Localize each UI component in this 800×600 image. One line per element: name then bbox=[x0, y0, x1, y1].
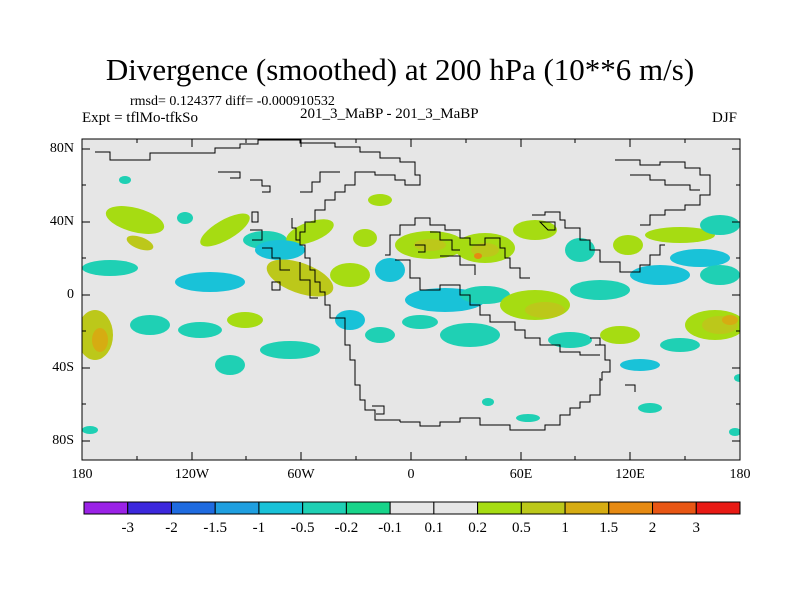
lon-tick-label: 120E bbox=[615, 467, 645, 482]
lon-tick-label: 60W bbox=[287, 467, 315, 482]
subtitle-label: 201_3_MaBP - 201_3_MaBP bbox=[300, 106, 479, 122]
continent-outlines bbox=[95, 139, 711, 431]
lon-tick-label: 60E bbox=[509, 467, 533, 482]
lat-tick-label: 0 bbox=[67, 287, 74, 302]
colorbar-box bbox=[258, 501, 304, 515]
season-label: DJF bbox=[712, 110, 738, 126]
colorbar-box bbox=[608, 501, 654, 515]
colorbar-label: -2 bbox=[165, 520, 178, 536]
lon-tick-label: 0 bbox=[407, 467, 415, 482]
colorbar-box bbox=[477, 501, 522, 515]
colorbar-box bbox=[433, 501, 479, 515]
colorbar-label: -3 bbox=[121, 520, 134, 536]
colorbar-box bbox=[652, 501, 697, 515]
colorbar-box bbox=[695, 501, 741, 515]
lat-tick-label: 40S bbox=[52, 360, 74, 375]
colorbar bbox=[83, 501, 741, 515]
colorbar-label: 3 bbox=[692, 520, 701, 536]
lat-tick-label: 40N bbox=[49, 214, 74, 229]
colorbar-box bbox=[564, 501, 610, 515]
colorbar-box bbox=[520, 501, 566, 515]
plot-title: Divergence (smoothed) at 200 hPa (10**6 … bbox=[105, 52, 695, 87]
colorbar-label: 2 bbox=[648, 520, 657, 536]
colorbar-box bbox=[389, 501, 435, 515]
colorbar-label: -0.2 bbox=[334, 520, 359, 536]
colorbar-box bbox=[214, 501, 260, 515]
lat-tick-label: 80S bbox=[52, 433, 74, 448]
lat-tick-label: 80N bbox=[49, 141, 74, 156]
colorbar-label: -0.5 bbox=[290, 520, 315, 536]
colorbar-box bbox=[170, 501, 216, 515]
colorbar-box bbox=[83, 501, 129, 515]
colorbar-box bbox=[302, 501, 347, 515]
lon-tick-label: 180 bbox=[729, 467, 751, 482]
colorbar-box bbox=[127, 501, 172, 515]
colorbar-label: 1.5 bbox=[599, 520, 619, 536]
colorbar-label: -0.1 bbox=[378, 520, 402, 536]
experiment-label: Expt = tflMo-tfkSo bbox=[82, 110, 198, 126]
lon-tick-label: 120W bbox=[174, 467, 210, 482]
stats-label: rmsd= 0.124377 diff= -0.000910532 bbox=[130, 94, 335, 109]
colorbar-label: -1 bbox=[252, 520, 266, 536]
colorbar-label: 1 bbox=[561, 520, 569, 536]
divergence-contours bbox=[82, 176, 740, 436]
colorbar-box bbox=[345, 501, 391, 515]
colorbar-label: 0.2 bbox=[468, 520, 487, 536]
colorbar-label: 0.1 bbox=[424, 520, 444, 536]
lon-tick-label: 180 bbox=[71, 467, 93, 482]
colorbar-label: -1.5 bbox=[203, 520, 228, 536]
colorbar-label: 0.5 bbox=[511, 520, 531, 536]
tick-marks bbox=[82, 139, 740, 460]
